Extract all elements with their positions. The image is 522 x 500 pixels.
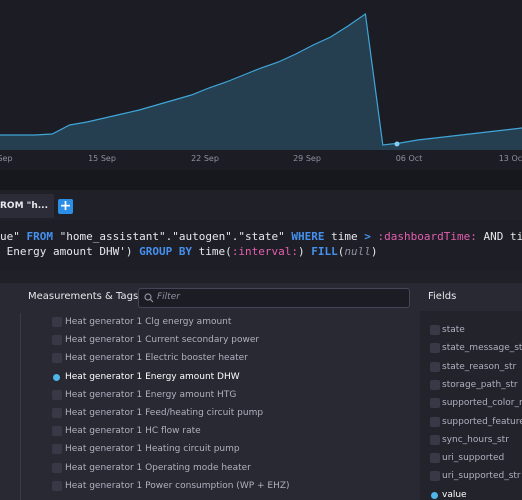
query-token: ) [298,245,312,258]
filter-placeholder: Filter [157,292,180,302]
x-tick-label: Sep [0,154,13,163]
query-token: "home_assistant"."autogen"."state" [53,230,292,243]
x-tick-label: 06 Oct [396,154,423,163]
measurement-item[interactable]: Heat generator 1 Energy amount HTG [65,389,237,400]
checkbox [52,335,62,346]
checkbox [430,434,440,445]
measurement-item[interactable]: Heat generator 1 HC flow rate [65,426,201,437]
x-tick-label: 15 Sep [88,154,116,163]
x-tick-label: 22 Sep [191,154,219,163]
query-token: time [324,230,365,243]
field-item[interactable]: state_reason_str [442,361,517,372]
field-item[interactable]: state_message_str [442,343,522,354]
query-token: ) [370,245,378,258]
measurement-item[interactable]: Heat generator 1 Electric booster heater [65,353,248,364]
tree-line [20,313,21,500]
query-token: null [344,245,371,258]
query-token: FILL [311,245,338,258]
query-token: ue" [0,230,27,243]
graph: Sep 15 Sep 22 Sep 29 Sep 06 Oct 13 Oct [0,0,522,170]
selected-dot [431,491,438,499]
add-tab-button[interactable]: + [58,198,73,214]
field-item[interactable]: storage_path_str [442,379,518,390]
checkbox [52,389,62,400]
measurement-item[interactable]: Heat generator 1 Power consumption (WP +… [65,480,290,491]
field-item[interactable]: state [442,325,465,335]
checkbox [52,426,62,437]
measurement-item[interactable]: Heat generator 1 Feed/heating circuit pu… [65,408,264,418]
x-tick-label: 13 Oct [499,154,522,163]
measurement-item[interactable]: Heat generator 1 Current secondary power [65,335,260,346]
measurement-item[interactable]: Heat generator 1 Heating circuit pump [65,444,240,455]
query-line: ue" FROM "home_assistant"."autogen"."sta… [0,230,522,243]
graph-bg [0,0,522,170]
query-tab[interactable]: ROM "h... [0,194,54,218]
checkbox [430,453,440,464]
line [0,12,522,146]
checkbox [430,325,440,335]
query-token: :dashboardTime: [370,230,477,243]
search-icon [144,293,154,303]
checkbox [430,416,440,427]
checkbox [52,480,62,491]
measurements-title: Measurements & Tags [28,291,139,302]
query-token: FROM [26,230,54,243]
checkbox [52,444,62,455]
divider [0,170,522,190]
measurement-item[interactable]: Heat generator 1 Clg energy amount [65,317,232,327]
checkbox [52,408,62,418]
checkbox [430,379,440,390]
checkbox [430,361,440,372]
query-token: :interval: [231,245,299,258]
query-line: Energy amount DHW') GROUP BY time(:inter… [0,245,378,258]
field-item[interactable]: supported_features [442,416,522,427]
query-token: WHERE [291,230,325,243]
query-token: AND time [483,230,522,243]
field-item[interactable]: uri_supported [442,453,505,464]
x-tick-label: 29 Sep [293,154,321,163]
fields-title: Fields [428,291,457,302]
checkbox [52,462,62,473]
measurement-item[interactable]: Heat generator 1 Energy amount DHW [65,371,240,382]
query-token: GROUP BY [139,245,193,258]
hover-dot [394,141,400,147]
measurements-list: Heat generator 1 Clg energy amount Heat g… [0,311,418,500]
checkbox [430,471,440,482]
schema-panel: Measurements & Tags Filter Fields state s… [0,283,522,500]
query-editor[interactable]: ue" FROM "home_assistant"."autogen"."sta… [0,220,522,270]
field-item[interactable]: value [442,489,467,500]
field-item[interactable]: supported_color_mode [442,398,522,409]
checkbox [52,317,62,327]
checkbox [52,353,62,364]
field-item[interactable]: uri_supported_str [442,471,521,482]
query-token: time( [192,245,232,258]
query-token: Energy amount DHW') [0,245,140,258]
selected-dot [53,373,60,381]
query-token: ( [337,245,345,258]
filter-input[interactable]: Filter [138,288,410,308]
area [0,14,522,150]
measurement-item[interactable]: Heat generator 1 Operating mode heater [65,462,251,473]
checkbox [430,398,440,409]
checkbox [430,343,440,354]
query-token: > [364,230,371,243]
field-item[interactable]: sync_hours_str [442,434,509,445]
